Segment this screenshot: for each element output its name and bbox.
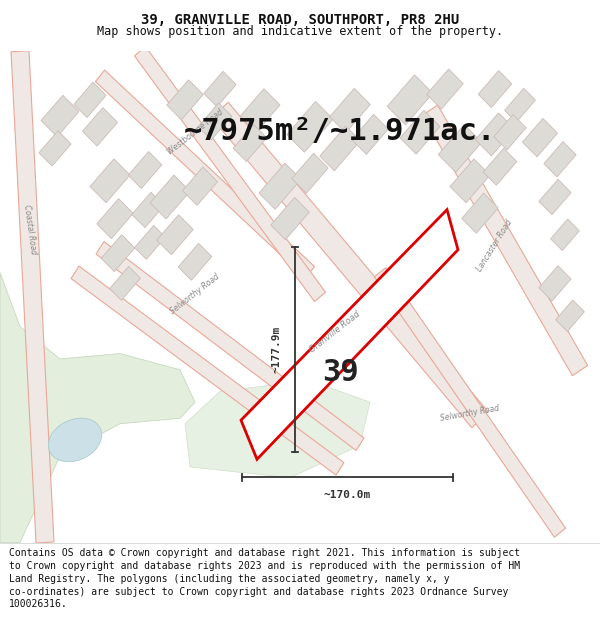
Polygon shape xyxy=(523,118,557,157)
Polygon shape xyxy=(233,124,267,161)
Polygon shape xyxy=(157,215,193,255)
Polygon shape xyxy=(292,153,328,193)
Polygon shape xyxy=(287,101,333,152)
Polygon shape xyxy=(132,192,164,228)
Text: 39, GRANVILLE ROAD, SOUTHPORT, PR8 2HU: 39, GRANVILLE ROAD, SOUTHPORT, PR8 2HU xyxy=(141,12,459,27)
Text: Granville Road: Granville Road xyxy=(308,309,362,354)
Polygon shape xyxy=(387,75,433,125)
Text: Coastal Road: Coastal Road xyxy=(22,204,38,255)
Polygon shape xyxy=(101,234,135,272)
Text: Contains OS data © Crown copyright and database right 2021. This information is : Contains OS data © Crown copyright and d… xyxy=(9,548,520,609)
Text: Westbourne Road: Westbourne Road xyxy=(166,107,224,157)
Polygon shape xyxy=(539,179,571,214)
Polygon shape xyxy=(422,105,587,376)
Polygon shape xyxy=(475,113,515,156)
Polygon shape xyxy=(97,199,133,239)
Polygon shape xyxy=(352,114,388,154)
Polygon shape xyxy=(110,266,140,301)
Polygon shape xyxy=(438,124,482,172)
Polygon shape xyxy=(90,159,130,202)
Polygon shape xyxy=(178,243,212,280)
Polygon shape xyxy=(71,266,344,475)
Text: ~177.9m: ~177.9m xyxy=(272,326,282,373)
Polygon shape xyxy=(240,89,280,132)
Polygon shape xyxy=(544,141,576,177)
Text: Map shows position and indicative extent of the property.: Map shows position and indicative extent… xyxy=(97,26,503,39)
Ellipse shape xyxy=(49,418,101,462)
Polygon shape xyxy=(182,167,218,206)
Polygon shape xyxy=(539,266,571,301)
Text: ~7975m²/~1.971ac.: ~7975m²/~1.971ac. xyxy=(184,117,496,146)
Polygon shape xyxy=(450,159,490,202)
Polygon shape xyxy=(462,193,498,233)
Polygon shape xyxy=(0,272,195,542)
Text: Selworthy Road: Selworthy Road xyxy=(440,403,500,422)
Polygon shape xyxy=(320,126,360,171)
Polygon shape xyxy=(505,88,535,122)
Polygon shape xyxy=(259,163,301,209)
Text: ~170.0m: ~170.0m xyxy=(324,489,371,499)
Polygon shape xyxy=(400,110,440,154)
Polygon shape xyxy=(271,198,309,240)
Polygon shape xyxy=(185,381,370,478)
Polygon shape xyxy=(427,69,463,109)
Polygon shape xyxy=(134,226,166,259)
Polygon shape xyxy=(41,95,79,137)
Polygon shape xyxy=(204,71,236,107)
Polygon shape xyxy=(374,268,566,538)
Polygon shape xyxy=(82,107,118,146)
Polygon shape xyxy=(150,175,190,219)
Polygon shape xyxy=(241,209,458,459)
Text: Lancaster Road: Lancaster Road xyxy=(475,218,515,273)
Polygon shape xyxy=(494,114,526,150)
Polygon shape xyxy=(74,82,106,118)
Polygon shape xyxy=(39,131,71,166)
Polygon shape xyxy=(128,151,162,189)
Polygon shape xyxy=(483,148,517,185)
Polygon shape xyxy=(11,51,54,543)
Text: Selworthy Road: Selworthy Road xyxy=(169,272,221,316)
Polygon shape xyxy=(478,71,512,108)
Polygon shape xyxy=(134,46,325,302)
Polygon shape xyxy=(212,102,488,428)
Polygon shape xyxy=(198,103,232,140)
Polygon shape xyxy=(96,241,364,451)
Text: 39: 39 xyxy=(322,357,358,387)
Polygon shape xyxy=(95,70,314,278)
Polygon shape xyxy=(167,80,203,120)
Polygon shape xyxy=(551,219,580,251)
Polygon shape xyxy=(329,88,370,133)
Polygon shape xyxy=(556,300,584,331)
